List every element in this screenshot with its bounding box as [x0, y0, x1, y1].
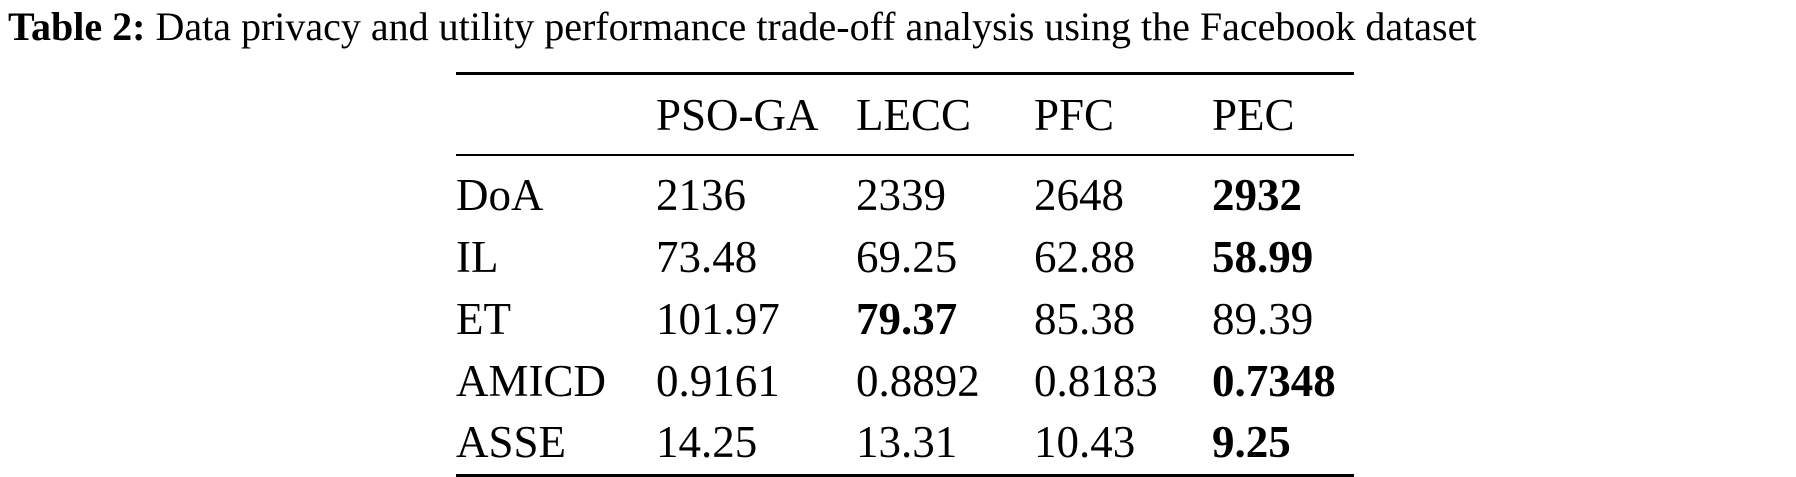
table-cell: 62.88	[1034, 232, 1136, 282]
row-metric-label: IL	[456, 232, 499, 282]
row-metric-label: DoA	[456, 170, 544, 220]
table-cell: 14.25	[656, 417, 758, 467]
table-cell: 13.31	[856, 417, 958, 467]
table-cell: 0.7348	[1212, 356, 1336, 406]
table-cell: 0.8892	[856, 356, 980, 406]
table-cell: 2339	[856, 170, 946, 220]
table-cell: 58.99	[1212, 232, 1314, 282]
table-row: AMICD 0.9161 0.8892 0.8183 0.7348	[456, 350, 1354, 412]
table-row: ET 101.97 79.37 85.38 89.39	[456, 288, 1354, 350]
header-cell-pec: PEC	[1212, 89, 1295, 140]
header-cell-empty	[456, 74, 656, 156]
table-header: PSO-GA LECC PFC PEC	[456, 73, 1354, 156]
caption-text: Data privacy and utility performance tra…	[155, 4, 1477, 49]
header-row: PSO-GA LECC PFC PEC	[456, 73, 1354, 156]
table-cell: 79.37	[856, 294, 958, 344]
table-body: DoA 2136 2339 2648 2932 IL 73.48 69.25 62.88 58.9…	[456, 155, 1354, 476]
header-cell-pfc: PFC	[1034, 89, 1115, 140]
table-cell: 2648	[1034, 170, 1124, 220]
table-cell: 101.97	[656, 294, 780, 344]
header-cell-pso-ga: PSO-GA	[656, 89, 819, 140]
table-cell: 85.38	[1034, 294, 1136, 344]
header-cell-lecc: LECC	[856, 89, 972, 140]
row-metric-label: ET	[456, 294, 511, 344]
results-table: PSO-GA LECC PFC PEC DoA 2136 2339 2648 2932 I…	[456, 72, 1354, 477]
results-table-container: PSO-GA LECC PFC PEC DoA 2136 2339 2648 2932 I…	[456, 72, 1354, 477]
table-caption: Table 2: Data privacy and utility perfor…	[8, 1, 1788, 53]
row-metric-label: ASSE	[456, 417, 567, 467]
row-metric-label: AMICD	[456, 356, 607, 406]
table-row: ASSE 14.25 13.31 10.43 9.25	[456, 412, 1354, 476]
table-cell: 73.48	[656, 232, 758, 282]
table-cell: 2932	[1212, 170, 1302, 220]
table-cell: 0.8183	[1034, 356, 1158, 406]
table-row: IL 73.48 69.25 62.88 58.99	[456, 226, 1354, 288]
table-cell: 2136	[656, 170, 746, 220]
table-row: DoA 2136 2339 2648 2932	[456, 155, 1354, 226]
table-cell: 0.9161	[656, 356, 780, 406]
caption-label: Table 2:	[8, 4, 146, 49]
table-cell: 10.43	[1034, 417, 1136, 467]
table-cell: 69.25	[856, 232, 958, 282]
table-cell: 9.25	[1212, 417, 1291, 467]
table-cell: 89.39	[1212, 294, 1314, 344]
